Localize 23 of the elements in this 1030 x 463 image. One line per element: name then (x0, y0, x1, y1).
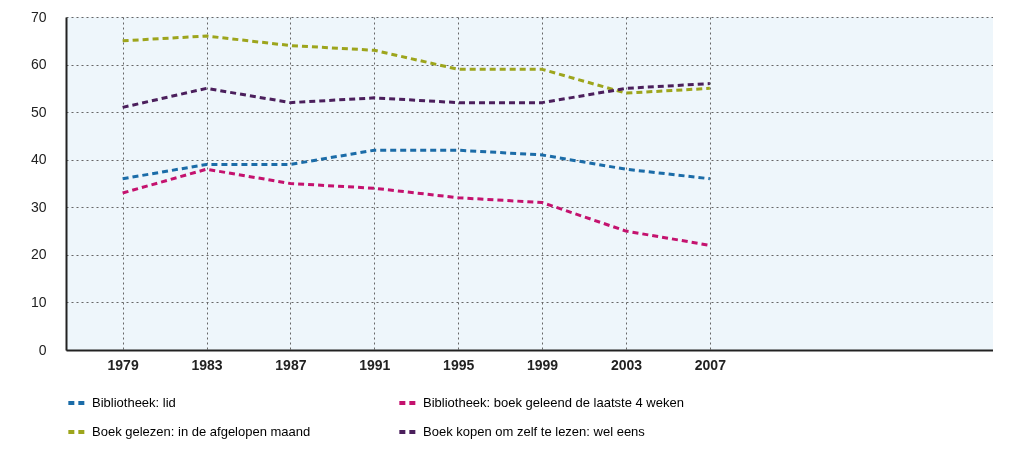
line-series (121, 34, 712, 95)
legend-label: Bibliotheek: boek geleend de laatste 4 weken (423, 395, 684, 410)
y-tick-label: 0 (38, 341, 47, 358)
line-series (121, 82, 712, 109)
x-tick-label: 2007 (694, 356, 727, 373)
legend-label: Boek kopen om zelf te lezen: wel eens (423, 424, 646, 439)
x-tick-label: 1983 (191, 356, 223, 373)
y-tick-label: 30 (30, 198, 47, 215)
x-tick-label: 1991 (359, 356, 391, 373)
y-tick-label: 60 (30, 56, 47, 73)
x-tick-label: 1979 (107, 356, 139, 373)
line-series (121, 148, 712, 181)
x-tick-label: 1999 (527, 356, 559, 373)
y-tick-label: 70 (30, 8, 47, 25)
y-tick-label: 20 (30, 246, 47, 263)
x-tick-label: 1987 (275, 356, 307, 373)
legend-label: Boek gelezen: in de afgelopen maand (92, 424, 311, 439)
x-tick-label: 2003 (610, 356, 643, 373)
y-tick-label: 40 (30, 151, 47, 168)
x-tick-label: 1995 (443, 356, 475, 373)
legend-label: Bibliotheek: lid (92, 395, 176, 410)
y-tick-label: 50 (30, 103, 47, 120)
y-tick-label: 10 (30, 293, 47, 310)
